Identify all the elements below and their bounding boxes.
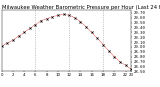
- Text: Milwaukee Weather Barometric Pressure per Hour (Last 24 Hours): Milwaukee Weather Barometric Pressure pe…: [2, 5, 160, 10]
